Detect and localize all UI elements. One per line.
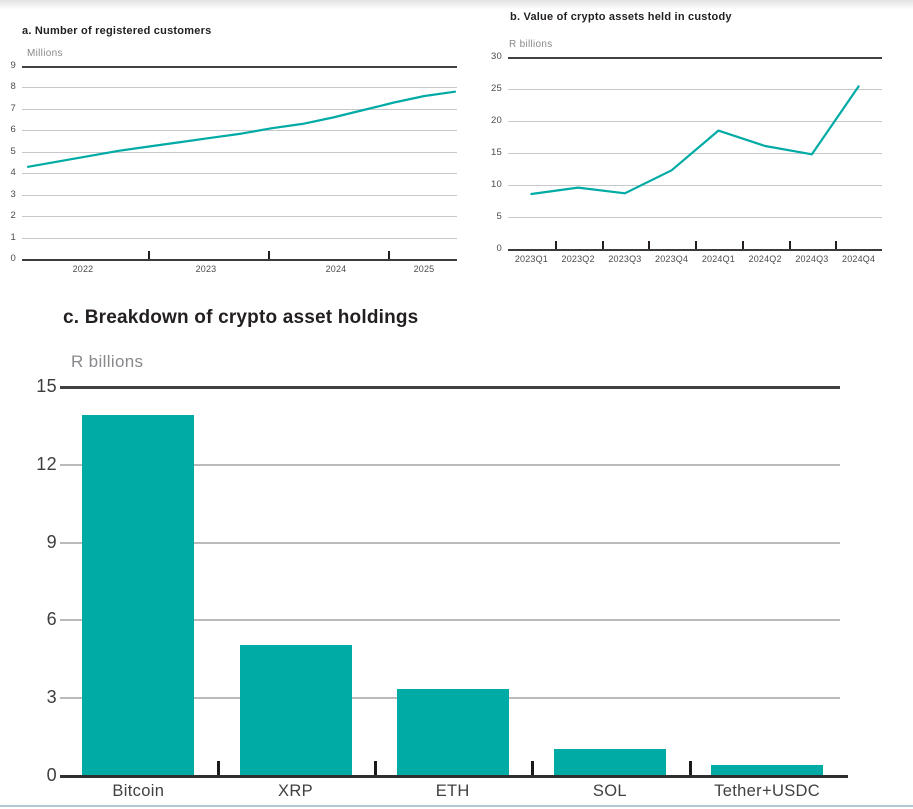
page-bottom-border <box>0 805 913 807</box>
y-axis-tick-label: 10 <box>491 179 502 190</box>
x-axis-tick <box>688 761 692 775</box>
y-axis-tick-label: 4 <box>10 167 16 179</box>
x-axis-tick-label: ETH <box>435 782 470 800</box>
x-axis-tick-label: 2023Q2 <box>561 254 595 264</box>
gridline <box>22 108 457 110</box>
x-axis-tick <box>741 241 744 249</box>
x-axis-tick <box>531 761 535 775</box>
x-axis-tick-label: 2025 <box>413 264 435 274</box>
y-axis-tick-label: 7 <box>10 102 16 114</box>
x-axis-tick <box>374 761 378 775</box>
gridline <box>22 151 457 153</box>
x-axis-tick <box>601 241 604 249</box>
y-axis-tick-label: 0 <box>10 253 16 264</box>
chart-a-title: a. Number of registered customers <box>22 25 212 37</box>
gridline <box>22 216 457 218</box>
data-series-line <box>26 90 457 168</box>
x-axis-tick-label: 2023Q3 <box>608 254 642 264</box>
x-axis-tick-label: 2024Q2 <box>748 254 782 264</box>
y-axis-tick-label: 3 <box>10 188 16 200</box>
x-axis-line <box>22 259 457 261</box>
x-axis-tick <box>268 251 270 259</box>
gridline <box>22 66 457 68</box>
y-axis-tick-label: 9 <box>10 60 16 71</box>
x-axis-tick-label: 2023Q1 <box>514 254 548 264</box>
gridline <box>22 237 457 239</box>
gridline <box>60 386 840 389</box>
gridline <box>508 185 882 186</box>
x-axis-tick-label: Bitcoin <box>112 782 165 800</box>
y-axis-tick-label: 8 <box>10 81 16 93</box>
gridline <box>508 57 882 59</box>
x-axis-tick-label: 2024Q4 <box>842 254 876 264</box>
page-top-shadow <box>0 0 913 9</box>
gridline <box>508 121 882 122</box>
x-axis-tick <box>554 241 557 249</box>
bar-tether-usdc <box>711 764 824 775</box>
y-axis-tick-label: 1 <box>10 231 16 243</box>
x-axis-tick-label: 2022 <box>72 264 94 274</box>
x-axis-tick-label: 2023 <box>195 264 217 274</box>
gridline <box>508 217 882 218</box>
data-series-line <box>530 85 860 196</box>
y-axis-tick-label: 3 <box>46 687 57 708</box>
x-axis-tick <box>648 241 651 249</box>
x-axis-tick-label: XRP <box>278 782 313 800</box>
bar-xrp <box>239 645 352 775</box>
x-axis-tick-label: 2023Q4 <box>655 254 689 264</box>
y-axis-tick-label: 30 <box>491 51 502 62</box>
y-axis-tick-label: 0 <box>46 765 57 785</box>
y-axis-tick-label: 15 <box>491 147 502 158</box>
gridline <box>22 173 457 175</box>
bar-bitcoin <box>82 414 195 775</box>
y-axis-tick-label: 5 <box>10 145 16 157</box>
gridline <box>22 87 457 89</box>
y-axis-tick-label: 6 <box>46 609 57 630</box>
x-axis-tick <box>788 241 791 249</box>
gridline <box>22 194 457 196</box>
y-axis-tick-label: 5 <box>496 211 502 222</box>
x-axis-tick <box>695 241 697 249</box>
series-polyline <box>530 85 860 196</box>
x-axis-tick-label: 2024 <box>325 264 347 274</box>
gridline <box>60 463 840 466</box>
x-axis-tick-label: Tether+USDC <box>714 782 821 800</box>
x-axis-tick-label: 2024Q3 <box>795 254 829 264</box>
x-axis-tick <box>148 251 150 259</box>
x-axis-line <box>508 249 882 251</box>
gridline <box>60 541 840 544</box>
chart-b-unit-label: R billions <box>509 39 553 50</box>
y-axis-tick-label: 20 <box>491 115 502 126</box>
bar-sol <box>553 749 666 775</box>
gridline <box>508 89 882 90</box>
y-axis-tick-label: 12 <box>36 453 57 474</box>
chart-c-unit-label: R billions <box>71 352 144 371</box>
chart-a-unit-label: Millions <box>27 48 63 59</box>
y-axis-tick-label: 15 <box>36 376 57 396</box>
y-axis-tick-label: 9 <box>46 531 57 552</box>
x-axis-tick <box>388 251 390 259</box>
gridline <box>508 153 882 154</box>
gridline <box>60 619 840 622</box>
gridline <box>22 130 457 132</box>
x-axis-tick <box>216 761 220 775</box>
chart-c-title: c. Breakdown of crypto asset holdings <box>63 307 419 328</box>
chart-b-title: b. Value of crypto assets held in custod… <box>510 11 732 23</box>
x-axis-tick-label: SOL <box>592 782 627 800</box>
y-axis-tick-label: 2 <box>10 210 16 222</box>
series-polyline <box>26 90 457 168</box>
x-axis-tick <box>835 241 838 249</box>
y-axis-tick-label: 25 <box>491 83 502 94</box>
x-axis-line <box>60 775 848 778</box>
y-axis-tick-label: 0 <box>496 243 502 254</box>
y-axis-tick-label: 6 <box>10 124 16 136</box>
x-axis-tick-label: 2024Q1 <box>701 254 735 264</box>
bar-eth <box>396 689 509 775</box>
